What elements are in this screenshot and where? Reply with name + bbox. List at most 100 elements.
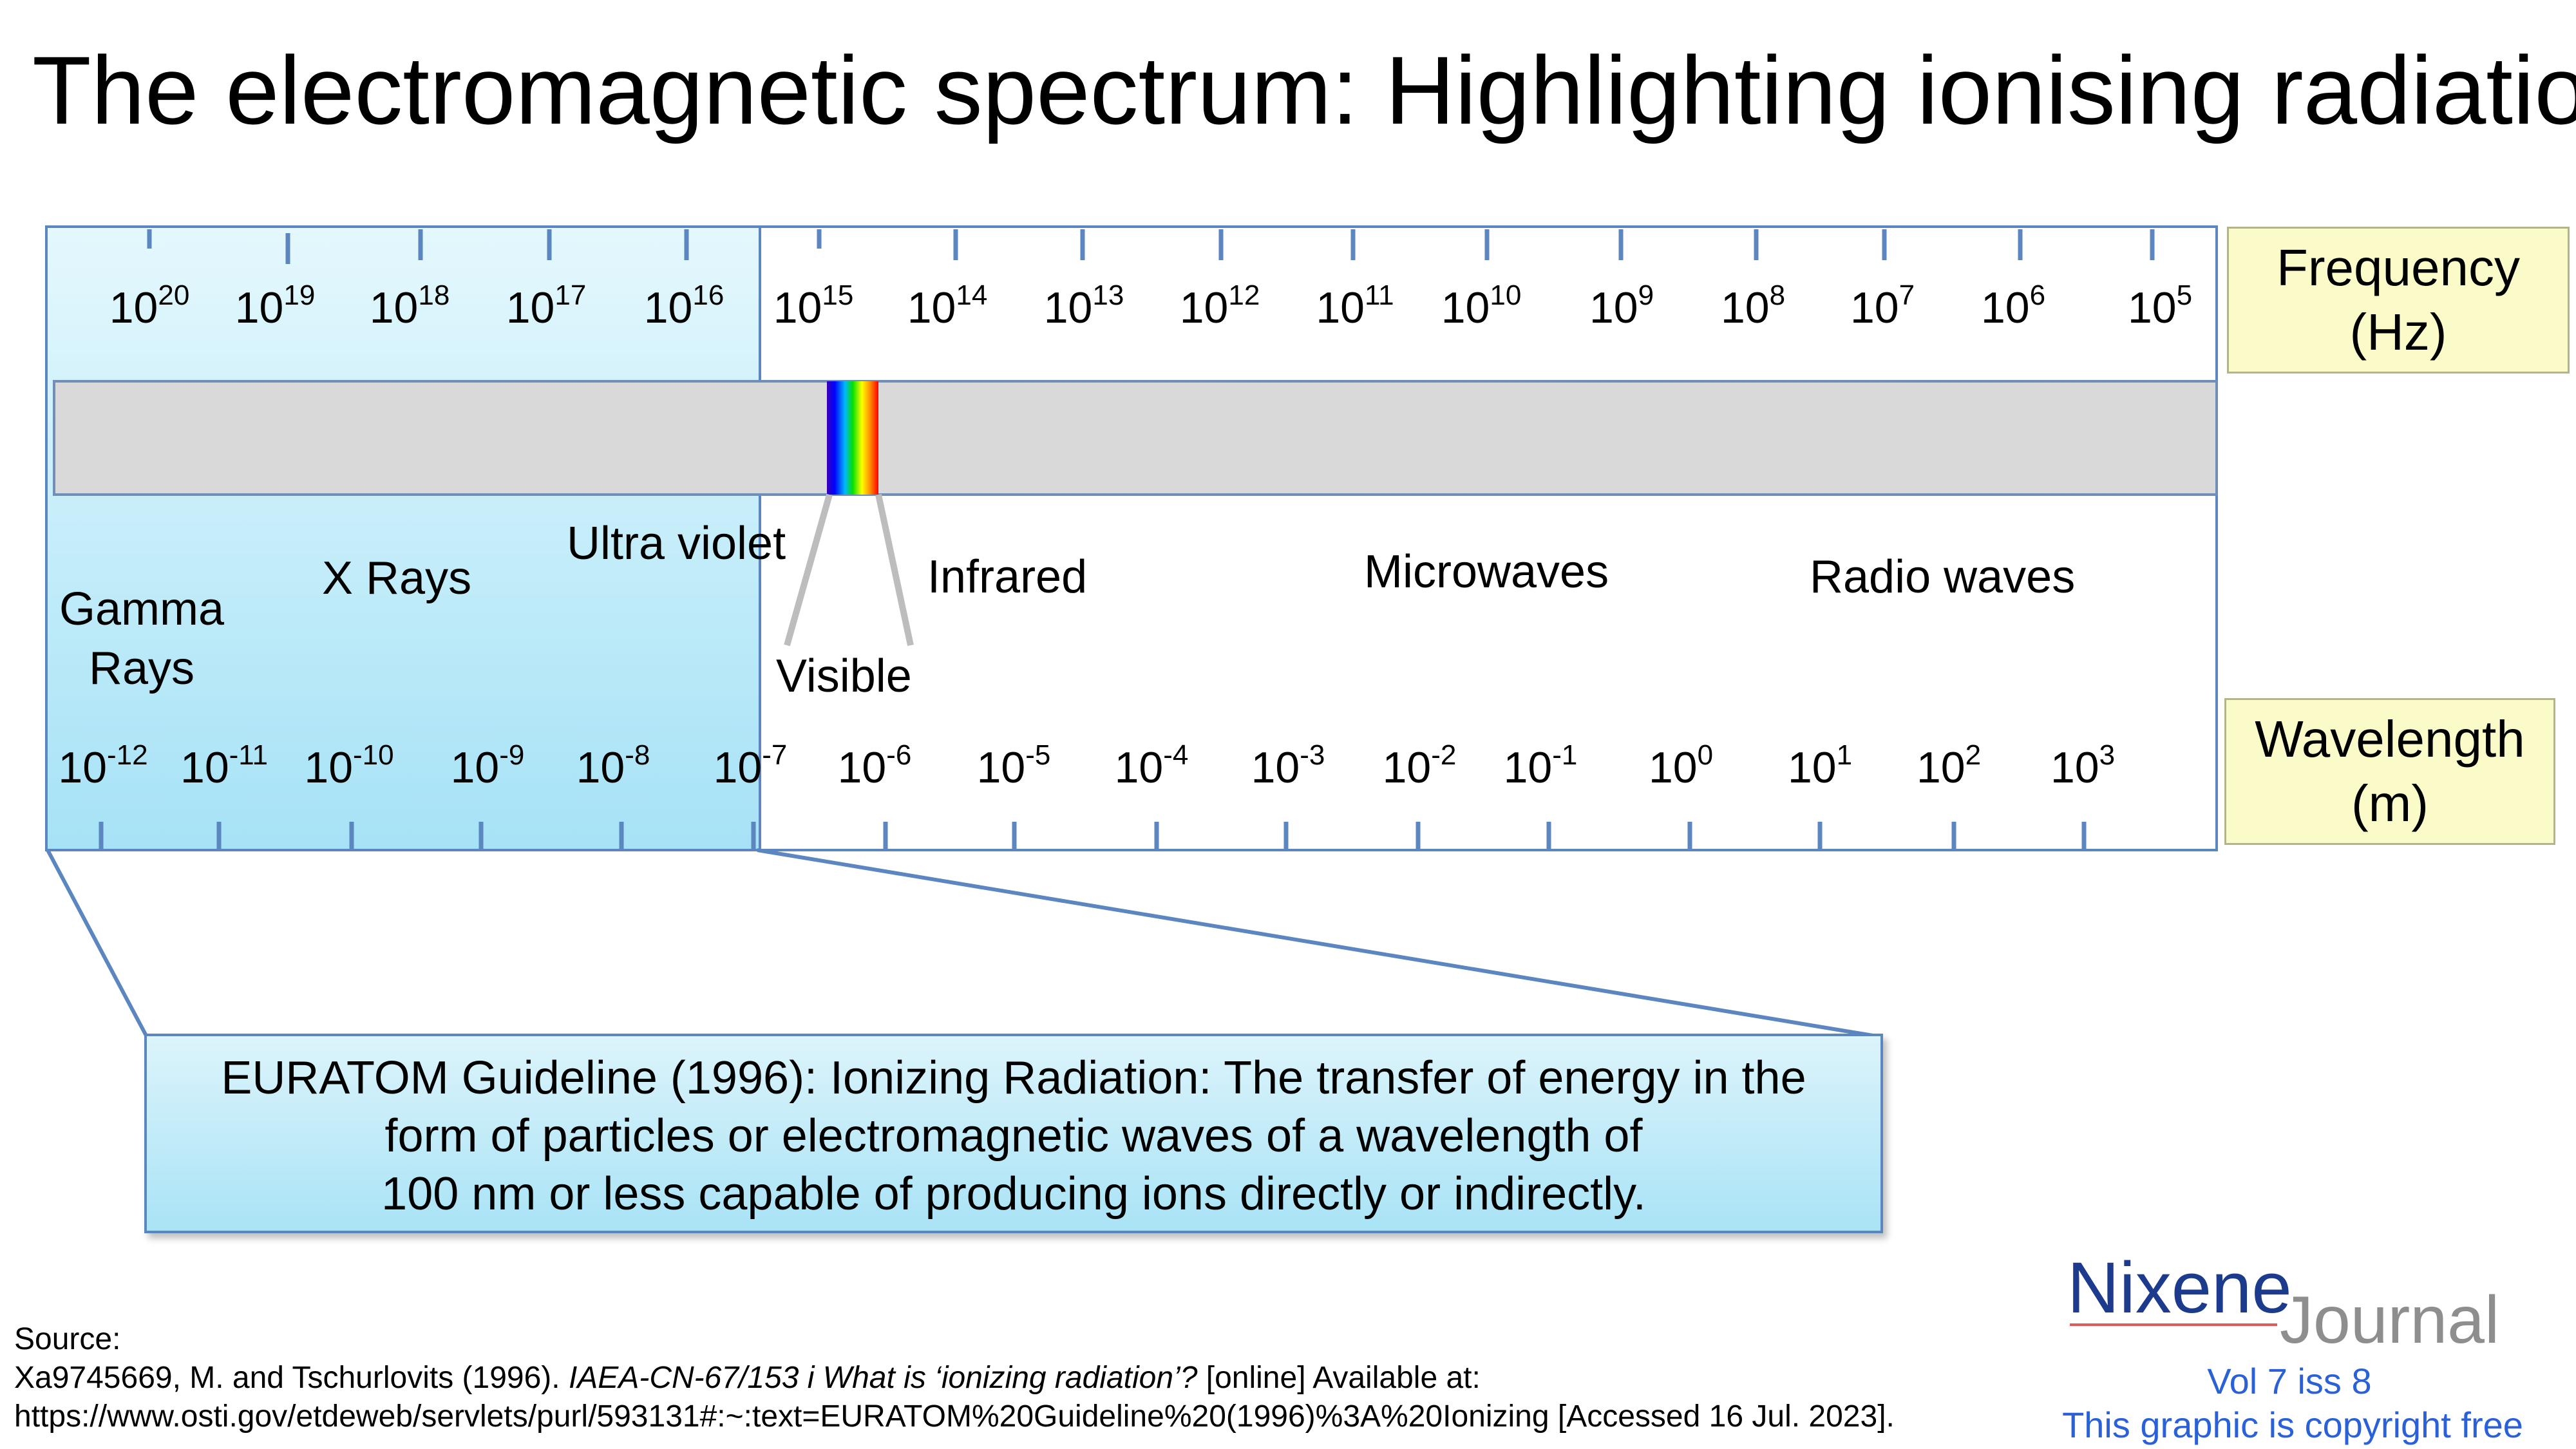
- frequency-label-line1: Frequency: [2277, 239, 2520, 296]
- wavelength-axis-label: Wavelength (m): [2224, 698, 2555, 845]
- source-url[interactable]: https://www.osti.gov/etdeweb/servlets/pu…: [14, 1399, 1895, 1434]
- wavelength-tick-exponent: 3: [2099, 739, 2116, 772]
- frequency-tick-base: 10: [1980, 283, 2030, 332]
- wavelength-tick-label: 10-10: [304, 739, 394, 793]
- frequency-tick-exponent: 12: [1228, 279, 1260, 312]
- wavelength-tick-label: 10-2: [1383, 739, 1457, 793]
- frequency-tick-exponent: 7: [1899, 279, 1915, 312]
- frequency-tick-base: 10: [1720, 283, 1770, 332]
- frequency-tick-base: 10: [109, 283, 158, 332]
- wavelength-tick-exponent: -5: [1025, 739, 1051, 772]
- frequency-tick-label: 1016: [643, 279, 724, 334]
- frequency-tick-base: 10: [1043, 283, 1093, 332]
- wavelength-tick-exponent: -10: [353, 739, 394, 772]
- wavelength-tick-base: 10: [837, 743, 887, 792]
- frequency-tick-exponent: 19: [283, 279, 316, 312]
- wavelength-tick-exponent: -3: [1300, 739, 1325, 772]
- frequency-tick-exponent: 17: [554, 279, 587, 312]
- region-gamma-line1: Gamma: [59, 583, 225, 635]
- frequency-tick-label: 1013: [1043, 279, 1124, 334]
- frequency-tick-label: 1020: [109, 279, 190, 334]
- frequency-tick-exponent: 8: [1769, 279, 1786, 312]
- page-title: The electromagnetic spectrum: Highlighti…: [32, 36, 2576, 144]
- frequency-tick-exponent: 16: [692, 279, 724, 312]
- frequency-tick-exponent: 9: [1638, 279, 1654, 312]
- wavelength-tick-base: 10: [976, 743, 1026, 792]
- wavelength-tick-exponent: -8: [625, 739, 650, 772]
- region-visible: Visible: [776, 650, 912, 702]
- source-authors: Xa9745669, M. and Tschurlovits (1996).: [14, 1361, 569, 1395]
- frequency-tick-label: 1018: [369, 279, 450, 334]
- frequency-tick-exponent: 10: [1490, 279, 1522, 312]
- wavelength-tick-label: 10-9: [450, 739, 525, 793]
- frequency-tick-base: 10: [369, 283, 419, 332]
- wavelength-tick-exponent: -6: [886, 739, 912, 772]
- brand-volume: Vol 7 iss 8: [2207, 1361, 2372, 1401]
- callout-leader-right: [757, 848, 1881, 1039]
- frequency-tick-exponent: 15: [822, 279, 854, 312]
- ionising-region: [45, 225, 761, 851]
- wavelength-tick-label: 100: [1648, 739, 1714, 793]
- region-radio: Radio waves: [1810, 551, 2076, 603]
- source-line1: Xa9745669, M. and Tschurlovits (1996). I…: [14, 1359, 1895, 1397]
- wavelength-tick-base: 10: [1787, 743, 1837, 792]
- visible-band: [827, 381, 878, 495]
- frequency-tick-label: 1010: [1441, 279, 1522, 334]
- wavelength-tick-base: 10: [576, 743, 625, 792]
- frequency-tick-label: 1015: [773, 279, 854, 334]
- frequency-tick-base: 10: [1316, 283, 1365, 332]
- wavelength-tick-base: 10: [713, 743, 762, 792]
- wavelength-tick-label: 10-5: [976, 739, 1051, 793]
- wavelength-tick-label: 10-7: [713, 739, 788, 793]
- region-gamma: Gamma Rays: [52, 580, 232, 698]
- source-available: [online] Available at:: [1197, 1361, 1481, 1395]
- callout-line3: 100 nm or less capable of producing ions…: [381, 1168, 1646, 1220]
- source-heading: Source:: [14, 1322, 121, 1356]
- callout-line1: EURATOM Guideline (1996): Ionizing Radia…: [221, 1052, 1806, 1104]
- region-xrays: X Rays: [322, 553, 472, 604]
- frequency-tick-label: 1012: [1180, 279, 1260, 334]
- region-infrared: Infrared: [927, 551, 1088, 603]
- wavelength-label-line1: Wavelength: [2255, 710, 2525, 768]
- frequency-tick-label: 105: [2128, 279, 2193, 334]
- wavelength-tick-label: 103: [2050, 739, 2116, 793]
- source-title: IAEA-CN-67/153 i What is ‘ionizing radia…: [568, 1361, 1198, 1395]
- wavelength-label-line2: (m): [2351, 775, 2429, 832]
- wavelength-tick-base: 10: [1251, 743, 1300, 792]
- frequency-tick-label: 1019: [234, 279, 316, 334]
- frequency-tick-label: 107: [1850, 279, 1915, 334]
- wavelength-tick-exponent: -2: [1431, 739, 1457, 772]
- source-citation: Source: Xa9745669, M. and Tschurlovits (…: [14, 1320, 1895, 1436]
- frequency-tick-base: 10: [907, 283, 956, 332]
- frequency-tick-exponent: 20: [158, 279, 190, 312]
- frequency-tick-exponent: 18: [418, 279, 450, 312]
- wavelength-tick-exponent: -7: [762, 739, 788, 772]
- wavelength-tick-base: 10: [450, 743, 500, 792]
- frequency-tick-exponent: 14: [956, 279, 988, 312]
- frequency-tick-label: 1017: [506, 279, 587, 334]
- region-gamma-line2: Rays: [88, 643, 195, 694]
- frequency-tick-base: 10: [1850, 283, 1899, 332]
- wavelength-tick-base: 10: [1648, 743, 1698, 792]
- frequency-tick-base: 10: [643, 283, 693, 332]
- frequency-tick-base: 10: [234, 283, 284, 332]
- wavelength-tick-base: 10: [180, 743, 229, 792]
- frequency-tick-base: 10: [1589, 283, 1638, 332]
- wavelength-tick-label: 10-3: [1251, 739, 1325, 793]
- wavelength-tick-base: 10: [2050, 743, 2099, 792]
- wavelength-tick-exponent: -11: [229, 739, 268, 772]
- brand-logo-name: Nixene: [2067, 1247, 2292, 1328]
- frequency-label-line2: (Hz): [2349, 303, 2447, 361]
- wavelength-tick-exponent: -1: [1552, 739, 1578, 772]
- frequency-tick-exponent: 11: [1364, 279, 1394, 312]
- wavelength-tick-exponent: 0: [1697, 739, 1714, 772]
- frequency-tick-exponent: 5: [2176, 279, 2193, 312]
- frequency-tick-exponent: 13: [1092, 279, 1124, 312]
- brand-copyright: This graphic is copyright free: [2062, 1405, 2523, 1445]
- wavelength-tick-exponent: -4: [1163, 739, 1189, 772]
- wavelength-tick-base: 10: [1114, 743, 1164, 792]
- wavelength-tick-base: 10: [1503, 743, 1553, 792]
- wavelength-tick-exponent: -9: [499, 739, 525, 772]
- wavelength-tick-base: 10: [58, 743, 108, 792]
